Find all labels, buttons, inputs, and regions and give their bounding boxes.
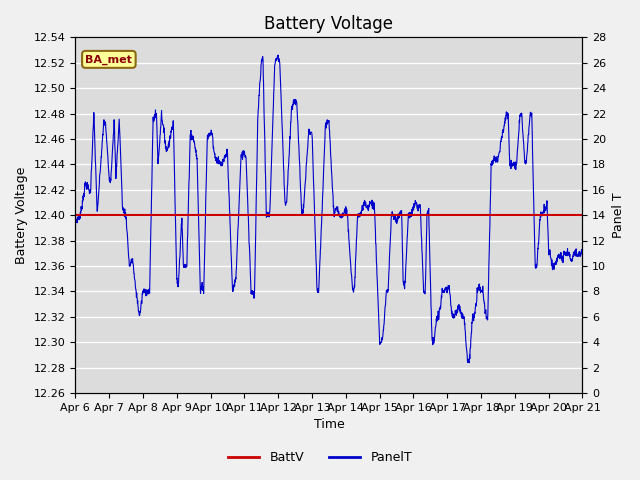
- Legend: BattV, PanelT: BattV, PanelT: [223, 446, 417, 469]
- Title: Battery Voltage: Battery Voltage: [264, 15, 394, 33]
- Y-axis label: Battery Voltage: Battery Voltage: [15, 167, 28, 264]
- X-axis label: Time: Time: [314, 419, 344, 432]
- Text: BA_met: BA_met: [85, 54, 132, 64]
- Y-axis label: Panel T: Panel T: [612, 192, 625, 238]
